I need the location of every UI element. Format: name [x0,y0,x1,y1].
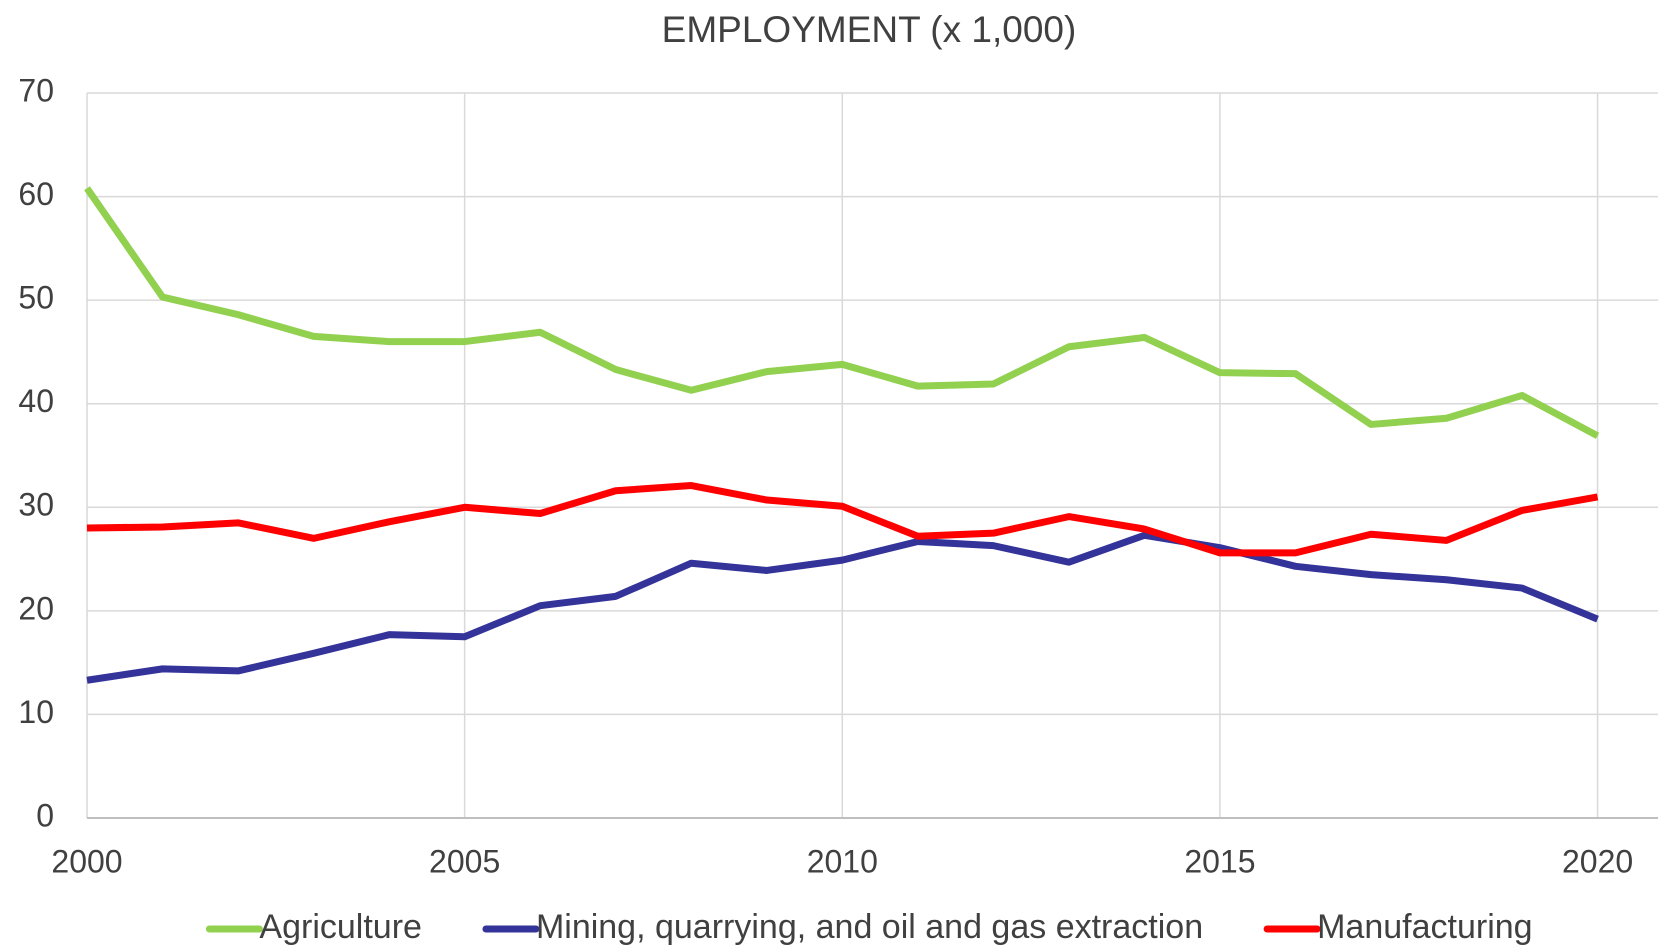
y-tick-label: 20 [18,590,54,626]
x-tick-label: 2000 [51,843,122,879]
y-tick-label: 30 [18,487,54,523]
legend-label: Mining, quarrying, and oil and gas extra… [536,908,1203,946]
y-tick-label: 70 [18,72,54,108]
series-line [84,186,1600,439]
chart-title: EMPLOYMENT (x 1,000) [662,9,1077,50]
y-tick-label: 0 [36,797,54,833]
x-tick-label: 2015 [1184,843,1255,879]
y-tick-label: 10 [18,694,54,730]
legend-label: Agriculture [259,908,422,946]
x-tick-label: 2010 [807,843,878,879]
series-line [86,531,1599,684]
y-tick-label: 40 [18,383,54,419]
x-tick-label: 2020 [1562,843,1633,879]
series-line [86,482,1599,557]
legend-label: Manufacturing [1317,908,1532,946]
y-tick-label: 60 [18,176,54,212]
y-tick-label: 50 [18,280,54,316]
x-tick-label: 2005 [429,843,500,879]
